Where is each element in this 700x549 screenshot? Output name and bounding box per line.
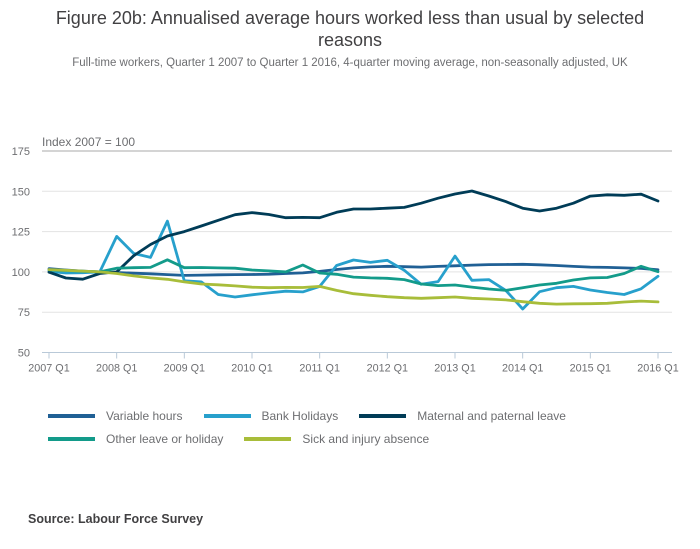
x-axis: 2007 Q1 2008 Q1 2009 Q1 2010 Q1 2011 Q1 2012 … [28, 352, 679, 375]
y-tick-label-75: 75 [18, 307, 30, 319]
x-tick-label-2014-q1: 2014 Q1 [502, 363, 543, 375]
legend: Variable hours Bank Holidays Maternal and … [48, 409, 668, 455]
legend-swatch-sick-and-injury-absence [244, 437, 292, 441]
x-tick-label-2009-q1: 2009 Q1 [164, 363, 205, 375]
x-tick-label-2013-q1: 2013 Q1 [434, 363, 475, 375]
x-tick-label-2011-q1: 2011 Q1 [299, 363, 340, 375]
legend-label-maternal-and-paternal-leave: Maternal and paternal leave [417, 409, 566, 423]
legend-swatch-variable-hours [48, 414, 95, 418]
x-tick-label-2010-q1: 2010 Q1 [231, 363, 272, 375]
series-line-maternal-and-paternal-leave [47, 189, 660, 281]
legend-label-variable-hours: Variable hours [106, 409, 183, 423]
series-line-bank-holidays [47, 219, 660, 311]
legend-item-maternal-and-paternal-leave: Maternal and paternal leave [359, 409, 566, 423]
series-line-sick-and-injury-absence [47, 268, 660, 306]
gridlines: 50 75 100 125 150 175 [12, 146, 672, 360]
series-line-variable-hours [47, 262, 660, 277]
y-tick-label-150: 150 [12, 186, 30, 198]
legend-label-sick-and-injury-absence: Sick and injury absence [302, 432, 430, 446]
legend-swatch-maternal-and-paternal-leave [359, 414, 407, 418]
legend-swatch-other-leave-or-holiday [48, 437, 95, 441]
legend-label-bank-holidays: Bank Holidays [261, 409, 339, 423]
legend-item-variable-hours: Variable hours [48, 409, 183, 423]
x-tick-label-2015-q1: 2015 Q1 [570, 363, 611, 375]
x-tick-label-2012-q1: 2012 Q1 [367, 363, 408, 375]
chart-subtitle: Full-time workers, Quarter 1 2007 to Qua… [72, 57, 628, 69]
y-tick-label-125: 125 [12, 227, 30, 239]
source-note: Source: Labour Force Survey [28, 512, 204, 526]
axis-unit-label: Index 2007 = 100 [42, 135, 136, 149]
x-tick-label-2007-q1: 2007 Q1 [28, 363, 69, 375]
x-tick-label-2008-q1: 2008 Q1 [96, 363, 137, 375]
y-tick-label-100: 100 [12, 267, 30, 279]
legend-item-bank-holidays: Bank Holidays [203, 409, 339, 423]
legend-item-sick-and-injury-absence: Sick and injury absence [244, 432, 429, 446]
y-tick-label-175: 175 [12, 146, 30, 158]
y-tick-label-50: 50 [18, 348, 30, 360]
legend-label-other-leave-or-holiday: Other leave or holiday [106, 432, 224, 446]
legend-item-other-leave-or-holiday: Other leave or holiday [48, 432, 223, 446]
x-tick-label-2016-q1: 2016 Q1 [637, 363, 678, 375]
legend-row-1: Variable hours Bank Holidays Maternal and … [48, 409, 668, 423]
series-line-other-leave-or-holiday [47, 258, 660, 292]
chart-title: Figure 20b: Annualised average hours wor… [55, 8, 645, 50]
legend-swatch-bank-holidays [203, 414, 251, 418]
legend-row-2: Other leave or holiday Sick and injury ab… [48, 432, 668, 446]
